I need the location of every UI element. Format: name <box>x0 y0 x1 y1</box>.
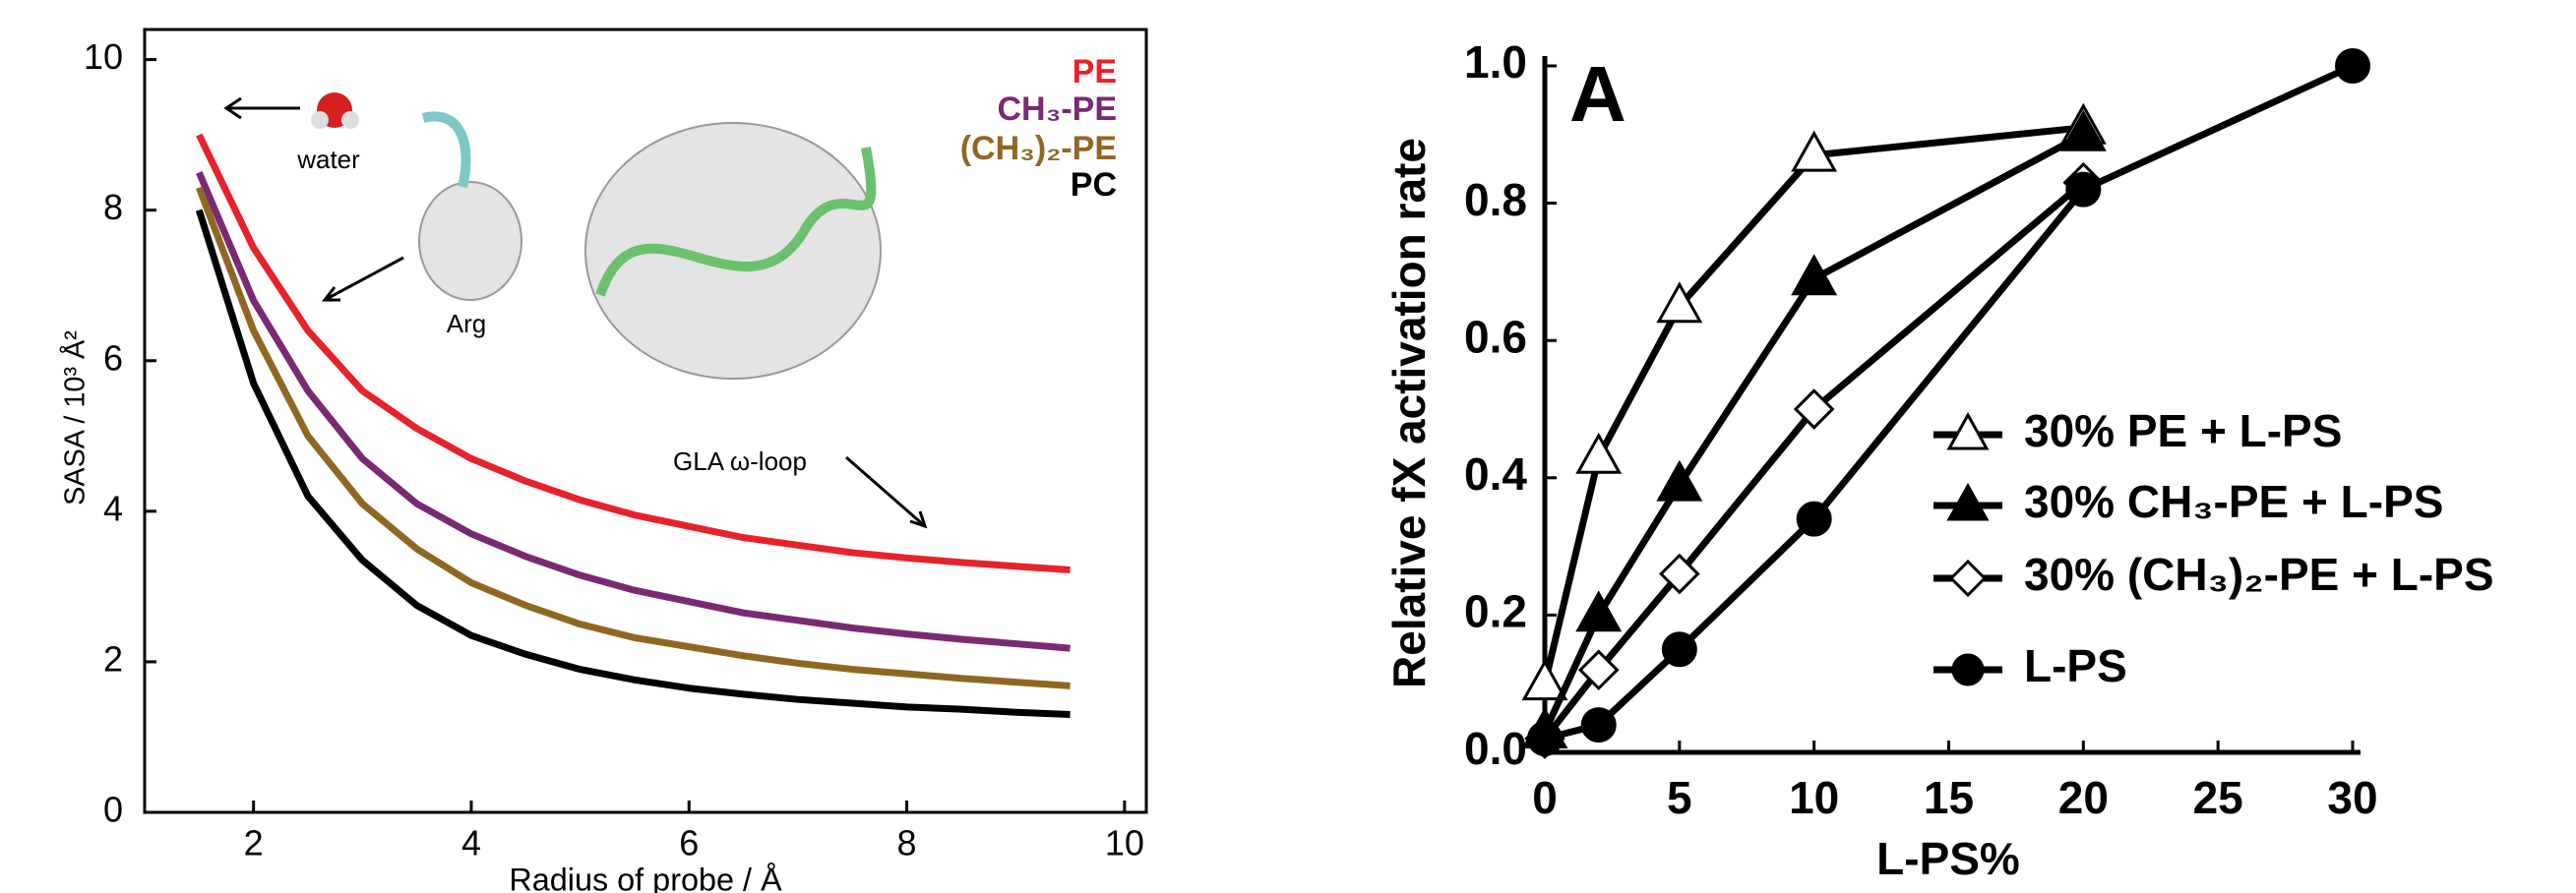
marker <box>1580 707 1617 744</box>
y-tick-label: 4 <box>103 488 123 528</box>
marker <box>1793 388 1835 430</box>
x-tick-label: 0 <box>1532 772 1558 823</box>
y-axis-title: Relative fX activation rate <box>1383 138 1435 688</box>
x-tick-label: 5 <box>1667 772 1692 823</box>
series-line <box>196 133 1071 574</box>
series-line <box>195 208 1071 718</box>
marker <box>1948 559 1988 598</box>
marker <box>1521 659 1568 701</box>
marker <box>1656 459 1703 502</box>
annotation-arrows <box>223 96 928 529</box>
panel-label: A <box>1569 50 1626 138</box>
marker <box>1951 653 1985 686</box>
marker <box>2059 109 2107 151</box>
y-tick-label: 0.0 <box>1464 723 1527 774</box>
y-tick-label: 0.2 <box>1464 586 1527 637</box>
series-line <box>196 171 1071 652</box>
marker <box>1527 721 1563 757</box>
marker <box>1796 501 1832 537</box>
marker <box>1946 411 1990 450</box>
x-tick-label: 30 <box>2327 772 2377 823</box>
y-tick-label: 0 <box>103 790 123 830</box>
series-line <box>196 186 1071 689</box>
annotation: Arg <box>447 309 486 338</box>
y-tick-label: 8 <box>103 187 123 227</box>
marker <box>1659 553 1700 595</box>
y-tick-label: 0.8 <box>1464 174 1527 225</box>
marker <box>1791 130 1838 172</box>
x-tick-label: 4 <box>461 823 481 863</box>
y-tick-label: 2 <box>103 638 123 679</box>
y-tick-label: 0.6 <box>1464 311 1527 362</box>
legend-label: PE <box>1073 53 1117 90</box>
marker <box>1575 432 1623 474</box>
molecule-illustrations <box>311 92 882 380</box>
x-tick-label: 10 <box>1105 823 1144 863</box>
x-tick-label: 8 <box>897 823 917 863</box>
legend-label: 30% CH₃-PE + L-PS <box>2024 476 2443 527</box>
x-tick-label: 25 <box>2193 772 2243 823</box>
series-line <box>1544 62 2355 743</box>
y-tick-label: 6 <box>103 337 123 378</box>
y-tick-label: 10 <box>84 36 123 77</box>
x-axis-title: L-PS% <box>1876 833 2020 884</box>
y-axis-title: SASA / 10³ Å² <box>59 330 92 506</box>
marker <box>2335 48 2370 84</box>
marker <box>1661 631 1697 668</box>
legend-label: 30% PE + L-PS <box>2024 405 2342 456</box>
annotation: water <box>296 145 360 174</box>
marker <box>1577 649 1620 691</box>
x-tick-label: 6 <box>679 823 699 863</box>
marker <box>2065 171 2102 208</box>
plot-frame <box>143 28 1148 814</box>
y-tick-label: 0.4 <box>1464 448 1527 500</box>
marker <box>1575 590 1623 632</box>
legend-label: 30% (CH₃)₂-PE + L-PS <box>2024 549 2494 600</box>
marker <box>1946 482 1990 521</box>
x-tick-label: 20 <box>2058 772 2109 823</box>
x-axis-title: Radius of probe / Å <box>509 863 782 893</box>
y-tick-label: 1.0 <box>1464 36 1527 88</box>
x-tick-label: 2 <box>244 823 264 863</box>
marker <box>1656 281 1703 324</box>
legend-label: CH₃-PE <box>997 90 1117 128</box>
x-tick-label: 15 <box>1924 772 1974 823</box>
marker <box>1791 254 1838 296</box>
legend-label: L-PS <box>2024 640 2127 691</box>
x-tick-label: 10 <box>1789 772 1839 823</box>
legend-label: PC <box>1071 166 1117 204</box>
legend-label: (CH₃)₂-PE <box>960 130 1117 167</box>
annotation: GLA ω-loop <box>673 446 807 476</box>
